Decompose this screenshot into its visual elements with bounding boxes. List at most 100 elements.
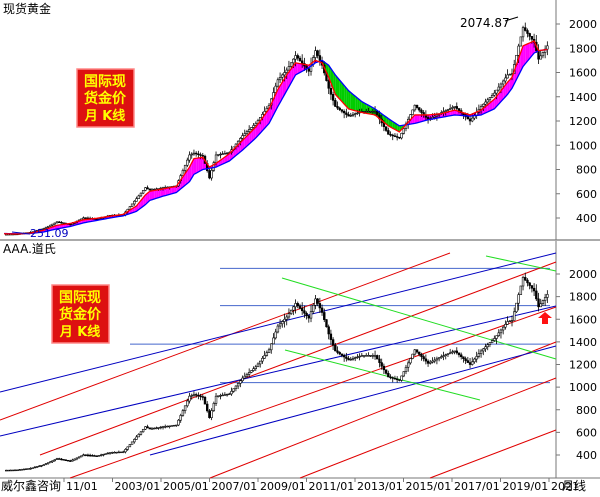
top-candle-body: [363, 111, 365, 112]
bottom-candle-body: [80, 456, 82, 457]
bottom-candle-body: [504, 324, 506, 327]
top-candle-body: [398, 137, 400, 138]
top-candle-body: [288, 66, 290, 70]
bottom-candle-body: [416, 350, 418, 352]
top-candle-body: [286, 70, 288, 72]
top-candle-body: [334, 100, 336, 106]
bottom-candle-body: [235, 386, 237, 389]
bottom-candle-body: [253, 369, 255, 371]
bottom-candle-body: [102, 454, 104, 455]
bottom-candle-body: [171, 426, 173, 427]
bottom-candle-body: [374, 355, 376, 356]
bottom-candle-body: [284, 319, 286, 321]
top-candle-body: [129, 207, 131, 210]
top-candle-body: [292, 59, 294, 63]
top-candle-body: [195, 153, 197, 154]
top-candle-body: [356, 113, 358, 114]
bottom-candle-body: [529, 283, 531, 286]
bottom-candle-body: [127, 447, 129, 449]
top-candle-body: [451, 107, 453, 108]
bottom-candle-body: [297, 303, 299, 305]
x-tick-label: 2005/01: [163, 480, 209, 493]
bottom-candle-body: [520, 286, 522, 295]
top-candle-body: [61, 222, 63, 223]
bottom-candle-body: [63, 459, 65, 460]
bottom-candle-body: [540, 304, 542, 307]
bottom-candle-body: [189, 396, 191, 401]
branding-label: 威尔鑫咨询: [1, 478, 61, 493]
top-candle-body: [529, 33, 531, 36]
bottom-candle-body: [244, 376, 246, 378]
bottom-candle-body: [421, 354, 423, 356]
bottom-candle-body: [361, 355, 363, 356]
top-candle-body: [396, 137, 398, 138]
top-y-tick-label: 2000: [569, 18, 597, 31]
top-candle-body: [253, 125, 255, 127]
ma-ribbon-segment: [349, 91, 351, 110]
bottom-candle-body: [387, 373, 389, 377]
bottom-candle-body: [193, 394, 195, 395]
bottom-candle-body: [156, 428, 158, 429]
x-tick-label: 2011/01: [309, 480, 355, 493]
bottom-candle-body: [61, 459, 63, 460]
top-candle-body: [403, 129, 405, 134]
bottom-candle-body: [405, 367, 407, 371]
bottom-candle-body: [454, 351, 456, 352]
bottom-candle-body: [257, 364, 259, 367]
bottom-candle-body: [295, 303, 297, 306]
bottom-candle-body: [407, 363, 409, 367]
bottom-candle-body: [58, 459, 60, 460]
top-candle-body: [244, 134, 246, 136]
bottom-y-tick-label: 2000: [569, 268, 597, 281]
bottom-candle-body: [330, 334, 332, 340]
bottom-candle-body: [467, 361, 469, 363]
bottom-candle-body: [72, 460, 74, 461]
bottom-candle-body: [513, 312, 515, 321]
top-candle-body: [456, 106, 458, 108]
bottom-candle-body: [535, 291, 537, 299]
bottom-candle-body: [451, 352, 453, 353]
bottom-candle-body: [144, 427, 146, 430]
top-candle-body: [52, 224, 54, 225]
ma-ribbon-segment: [154, 190, 156, 199]
bottom-candle-body: [401, 376, 403, 380]
bottom-candle-body: [116, 452, 118, 453]
bottom-candle-body: [164, 426, 166, 427]
top-candle-body: [354, 114, 356, 115]
bottom-y-tick-label: 1400: [569, 336, 597, 349]
bottom-candle-body: [131, 442, 133, 444]
top-candle-body: [458, 109, 460, 111]
bottom-y-tick-label: 400: [576, 449, 597, 462]
bottom-candle-body: [120, 452, 122, 453]
bottom-candle-body: [315, 299, 317, 305]
bottom-candle-body: [270, 344, 272, 350]
bottom-candle-body: [105, 454, 107, 455]
top-candle-body: [136, 199, 138, 202]
bottom-candle-body: [414, 350, 416, 354]
bottom-candle-body: [8, 470, 10, 471]
top-candle-body: [527, 31, 529, 34]
bottom-candle-body: [436, 359, 438, 360]
top-candle-body: [250, 127, 252, 129]
bottom-candle-body: [542, 301, 544, 304]
top-candle-body: [538, 51, 540, 59]
bottom-candle-body: [321, 308, 323, 313]
bottom-candle-body: [456, 351, 458, 353]
bottom-candle-body: [91, 455, 93, 456]
x-tick-label: 2017/01: [454, 480, 500, 493]
top-y-tick-label: 600: [576, 188, 597, 201]
bottom-candle-body: [226, 394, 228, 395]
top-candle-body: [449, 108, 451, 109]
ma-ribbon-segment: [194, 158, 196, 174]
bottom-candle-body: [30, 468, 32, 469]
top-candle-body: [387, 130, 389, 134]
top-candle-body: [343, 111, 345, 113]
bottom-candle-body: [224, 395, 226, 396]
top-candle-body: [385, 127, 387, 131]
bottom-candle-body: [52, 461, 54, 462]
bottom-candle-body: [394, 378, 396, 379]
bottom-candle-body: [429, 362, 431, 363]
top-candle-body: [392, 135, 394, 136]
bottom-candle-body: [423, 357, 425, 359]
bottom-candle-body: [418, 352, 420, 354]
